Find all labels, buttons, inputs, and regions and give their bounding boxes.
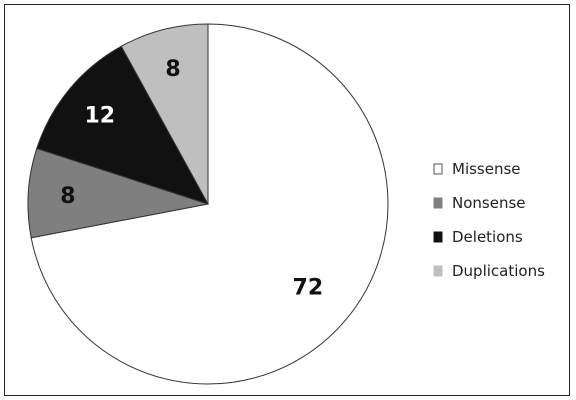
- pie-value-labels: 72 8 12 8: [60, 57, 323, 301]
- legend-label-nonsense: Nonsense: [452, 194, 526, 212]
- legend-swatch-duplications: [433, 265, 443, 277]
- legend-swatch-nonsense: [433, 197, 443, 209]
- pie-slice-missense: [30, 23, 389, 385]
- legend-label-deletions: Deletions: [452, 228, 523, 246]
- legend-label-missense: Missense: [452, 160, 521, 178]
- pie-slices: [27, 23, 389, 385]
- legend: Missense Nonsense Deletions Duplications: [433, 160, 545, 280]
- legend-swatch-deletions: [433, 231, 443, 243]
- legend-label-duplications: Duplications: [452, 262, 545, 280]
- pie-slice-nonsense: [27, 147, 209, 239]
- legend-swatch-missense: [433, 163, 443, 175]
- slice-value-label-nonsense: 8: [60, 184, 75, 209]
- slice-value-label-deletions: 12: [85, 104, 116, 129]
- slice-value-label-missense: 72: [293, 276, 324, 301]
- pie-slice-deletions: [36, 45, 210, 205]
- slice-value-label-duplications: 8: [165, 57, 180, 82]
- pie-slice-duplications: [120, 23, 209, 205]
